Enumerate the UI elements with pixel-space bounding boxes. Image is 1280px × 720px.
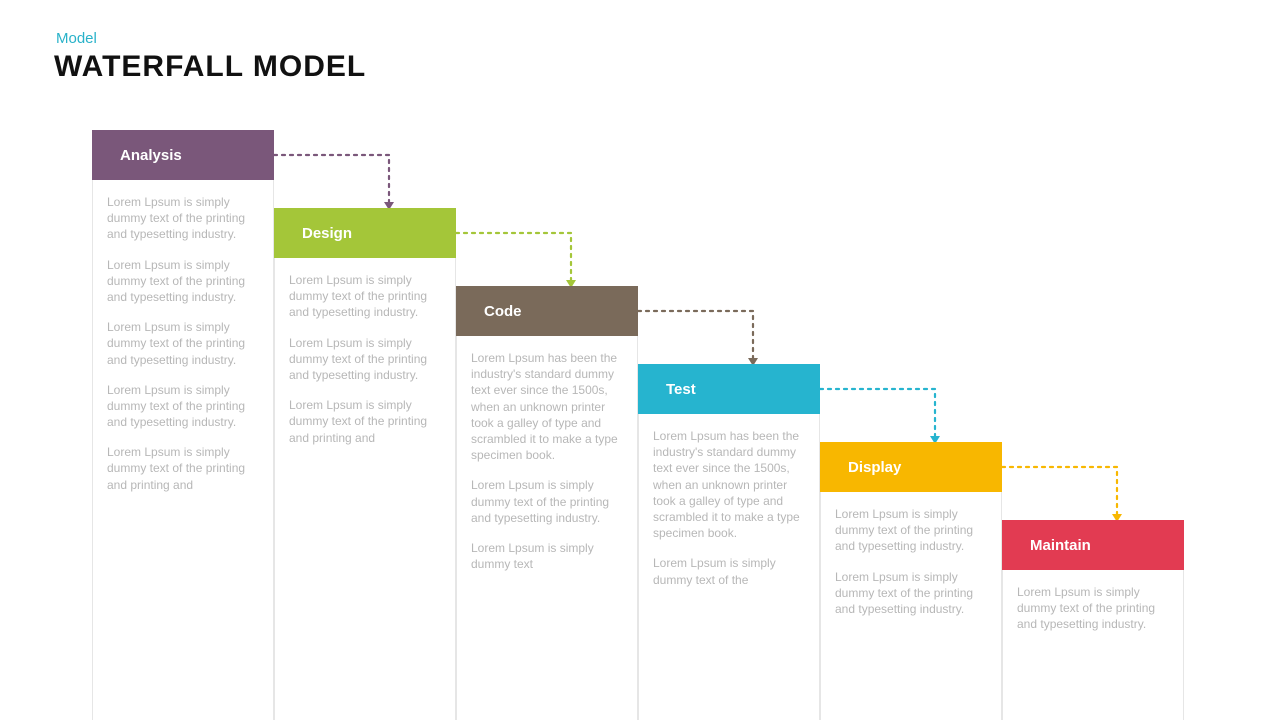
- stage-paragraph: Lorem Lpsum is simply dummy text of the …: [835, 569, 987, 618]
- stage-paragraph: Lorem Lpsum is simply dummy text of the …: [1017, 584, 1169, 633]
- stage-paragraph: Lorem Lpsum is simply dummy text of the …: [289, 335, 441, 384]
- stage-header: Analysis: [92, 130, 274, 180]
- stage-paragraph: Lorem Lpsum is simply dummy text of the …: [107, 257, 259, 306]
- stage-paragraph: Lorem Lpsum has been the industry's stan…: [471, 350, 623, 463]
- stage-paragraph: Lorem Lpsum is simply dummy text: [471, 540, 623, 572]
- stage-paragraph: Lorem Lpsum is simply dummy text of the …: [107, 444, 259, 493]
- stage-paragraph: Lorem Lpsum is simply dummy text of the …: [471, 477, 623, 526]
- stage-body: Lorem Lpsum has been the industry's stan…: [638, 414, 820, 720]
- stage-paragraph: Lorem Lpsum is simply dummy text of the …: [289, 272, 441, 321]
- stage-paragraph: Lorem Lpsum is simply dummy text of the …: [107, 319, 259, 368]
- stage-body: Lorem Lpsum is simply dummy text of the …: [820, 492, 1002, 720]
- stage-header: Maintain: [1002, 520, 1184, 570]
- stage-header: Code: [456, 286, 638, 336]
- stage-paragraph: Lorem Lpsum has been the industry's stan…: [653, 428, 805, 541]
- stage-body: Lorem Lpsum is simply dummy text of the …: [274, 258, 456, 720]
- slide-subtitle: Model: [56, 30, 97, 47]
- stage-body: Lorem Lpsum is simply dummy text of the …: [92, 180, 274, 720]
- stage-body: Lorem Lpsum has been the industry's stan…: [456, 336, 638, 720]
- stage-paragraph: Lorem Lpsum is simply dummy text of the …: [835, 506, 987, 555]
- stage-header: Design: [274, 208, 456, 258]
- stage-design: Design Lorem Lpsum is simply dummy text o…: [274, 208, 456, 720]
- stage-maintain: Maintain Lorem Lpsum is simply dummy text…: [1002, 520, 1184, 720]
- stage-display: Display Lorem Lpsum is simply dummy text …: [820, 442, 1002, 720]
- stage-paragraph: Lorem Lpsum is simply dummy text of the: [653, 555, 805, 587]
- stage-paragraph: Lorem Lpsum is simply dummy text of the …: [289, 397, 441, 446]
- stage-code: Code Lorem Lpsum has been the industry's …: [456, 286, 638, 720]
- stage-test: Test Lorem Lpsum has been the industry's …: [638, 364, 820, 720]
- stage-paragraph: Lorem Lpsum is simply dummy text of the …: [107, 382, 259, 431]
- stage-body: Lorem Lpsum is simply dummy text of the …: [1002, 570, 1184, 720]
- stage-paragraph: Lorem Lpsum is simply dummy text of the …: [107, 194, 259, 243]
- stage-header: Test: [638, 364, 820, 414]
- stage-analysis: Analysis Lorem Lpsum is simply dummy text…: [92, 130, 274, 720]
- stage-header: Display: [820, 442, 1002, 492]
- slide-title: WATERFALL MODEL: [54, 50, 366, 84]
